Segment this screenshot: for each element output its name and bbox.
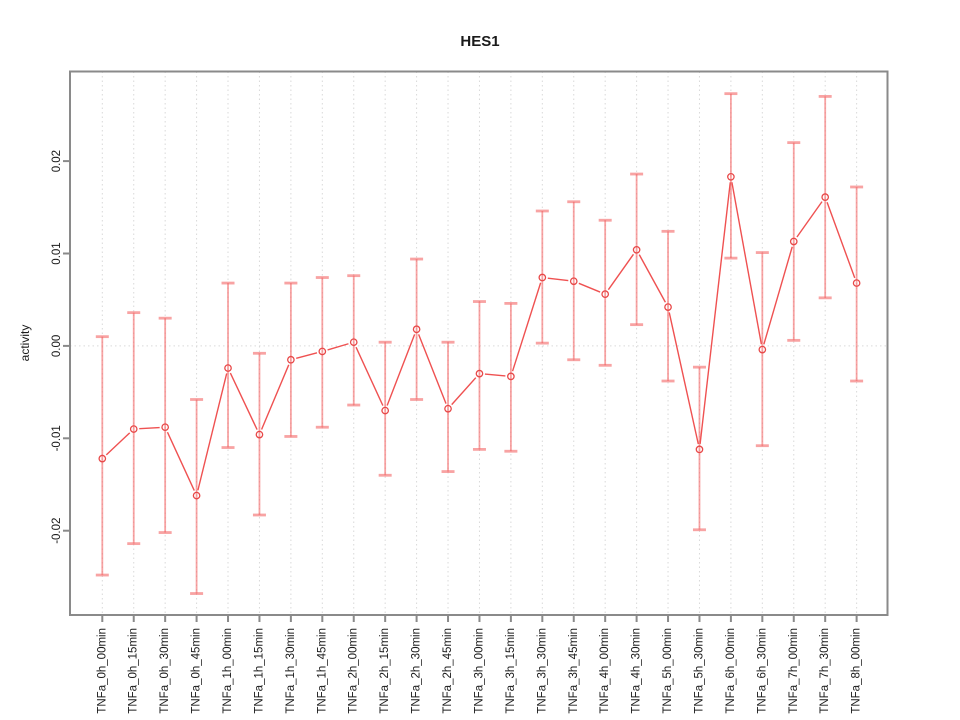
series-segment: [638, 254, 667, 303]
data-point: [98, 454, 107, 463]
x-tick-label: TNFa_1h_45min: [316, 628, 328, 714]
series-segment: [763, 246, 793, 345]
data-point: [192, 491, 201, 500]
x-tick-label: TNFa_6h_30min: [756, 628, 768, 714]
series-segment: [139, 426, 160, 430]
series-segment: [511, 282, 542, 372]
series-segment: [260, 364, 290, 430]
data-point: [444, 404, 452, 413]
series-segment: [296, 352, 318, 360]
data-point: [161, 423, 170, 432]
data-point: [695, 445, 704, 454]
x-tick-label: TNFa_3h_00min: [473, 628, 485, 714]
series-segment: [796, 201, 823, 238]
series-segment: [699, 182, 731, 445]
data-point: [224, 364, 232, 372]
x-tick-label: TNFa_2h_00min: [348, 628, 360, 714]
axes-layer: [63, 70, 889, 622]
data-point: [632, 245, 641, 254]
data-point: [255, 430, 264, 439]
x-tick-label: TNFa_1h_00min: [222, 628, 234, 714]
data-point: [789, 237, 798, 246]
x-tick-label: TNFa_5h_30min: [693, 628, 705, 714]
markers-layer: [98, 172, 861, 500]
series-segment: [731, 182, 763, 345]
x-tick-label: TNFa_7h_30min: [819, 628, 831, 714]
x-tick-label: TNFa_6h_00min: [725, 628, 737, 714]
tick-labels-layer: -0.02 -0.01 0.00 0.01 0.02 TNFa_0h_00min TNFa_…: [51, 150, 863, 714]
y-tick-label: 0.01: [51, 242, 63, 264]
y-tick-label: -0.01: [51, 425, 63, 451]
x-tick-label: TNFa_2h_15min: [379, 628, 391, 714]
x-tick-label: TNFa_0h_00min: [96, 628, 108, 714]
series-segment: [826, 202, 856, 279]
data-point: [381, 406, 390, 415]
x-tick-label: TNFa_3h_45min: [568, 628, 580, 714]
series-segment: [166, 431, 195, 491]
series-segment: [386, 334, 416, 406]
x-tick-label: TNFa_5h_00min: [662, 628, 674, 714]
data-point: [287, 355, 295, 364]
series-segment: [668, 312, 699, 445]
gridlines-layer: [70, 71, 888, 615]
x-tick-label: TNFa_0h_30min: [159, 628, 171, 714]
y-tick-label: -0.02: [51, 518, 63, 544]
x-tick-label: TNFa_2h_30min: [411, 628, 423, 714]
data-point: [475, 369, 484, 378]
data-point: [538, 273, 547, 282]
x-tick-label: TNFa_1h_15min: [253, 628, 265, 714]
x-tick-label: TNFa_4h_30min: [631, 628, 643, 714]
data-point: [507, 372, 515, 381]
series-line-layer: [105, 182, 856, 491]
data-point: [129, 425, 138, 433]
x-tick-label: TNFa_0h_45min: [191, 628, 203, 714]
series-segment: [197, 373, 228, 491]
x-tick-label: TNFa_3h_15min: [505, 628, 517, 714]
data-point: [727, 172, 735, 181]
series-segment: [547, 277, 569, 282]
x-tick-label: TNFa_2h_45min: [442, 628, 454, 714]
data-point: [852, 279, 861, 287]
data-point: [821, 193, 830, 201]
y-axis-label: activity: [18, 325, 32, 362]
x-tick-label: TNFa_4h_00min: [599, 628, 611, 714]
data-point: [318, 347, 327, 356]
data-point: [601, 290, 610, 299]
x-tick-label: TNFa_8h_00min: [851, 628, 863, 714]
data-point: [569, 277, 578, 286]
data-point: [664, 303, 672, 311]
x-tick-label: TNFa_7h_00min: [788, 628, 800, 714]
y-tick-label: 0.02: [51, 150, 63, 172]
series-segment: [484, 373, 506, 377]
error-bars-layer: [95, 92, 864, 595]
x-tick-label: TNFa_0h_15min: [128, 628, 140, 714]
x-tick-label: TNFa_1h_30min: [285, 628, 297, 714]
chart-title: HES1: [460, 33, 499, 50]
series-segment: [578, 282, 601, 293]
y-tick-label: 0.00: [51, 335, 63, 357]
series-segment: [451, 377, 477, 406]
data-point: [758, 345, 767, 354]
series-segment: [417, 334, 447, 404]
series-segment: [327, 343, 349, 351]
series-segment: [355, 346, 384, 406]
series-segment: [105, 432, 131, 456]
series-segment: [229, 372, 258, 430]
data-point: [349, 338, 358, 347]
series-segment: [607, 253, 635, 291]
data-point: [412, 325, 421, 334]
x-tick-label: TNFa_3h_30min: [536, 628, 548, 714]
